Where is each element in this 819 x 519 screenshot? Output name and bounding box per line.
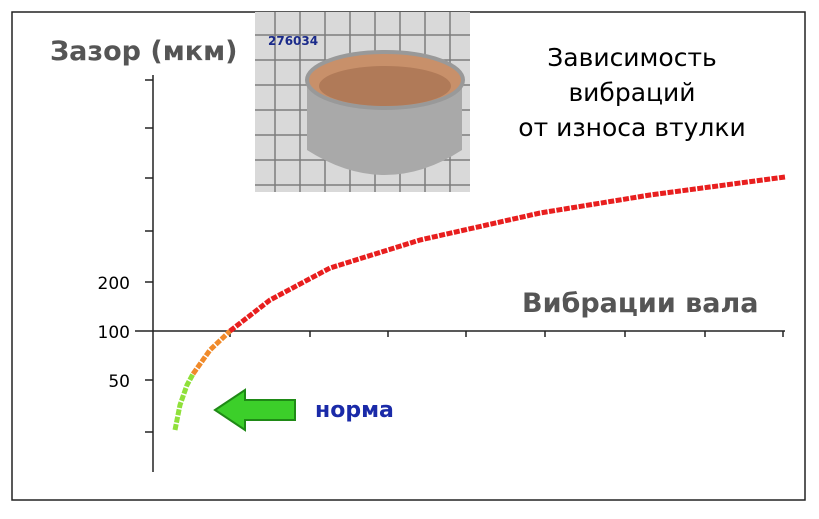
title: Зависимость вибраций от износа втулки — [518, 43, 745, 142]
y-ticks: 200 100 50 — [98, 274, 130, 392]
y-tick-label: 200 — [98, 274, 130, 294]
curve — [172, 174, 786, 431]
title-line: от износа втулки — [518, 113, 745, 142]
arrow — [213, 388, 296, 432]
axes — [135, 75, 785, 472]
title-line: Зависимость — [547, 43, 717, 72]
title-line: вибраций — [568, 78, 695, 107]
photo: 276034 — [255, 12, 470, 192]
photo-label: 276034 — [268, 34, 318, 48]
y-axis-label: Зазор (мкм) — [50, 36, 238, 67]
y-tick-label: 100 — [98, 323, 130, 343]
legend-label: норма — [315, 398, 394, 423]
x-axis-label: Вибрации вала — [522, 288, 758, 319]
y-tick-label: 50 — [108, 372, 130, 392]
